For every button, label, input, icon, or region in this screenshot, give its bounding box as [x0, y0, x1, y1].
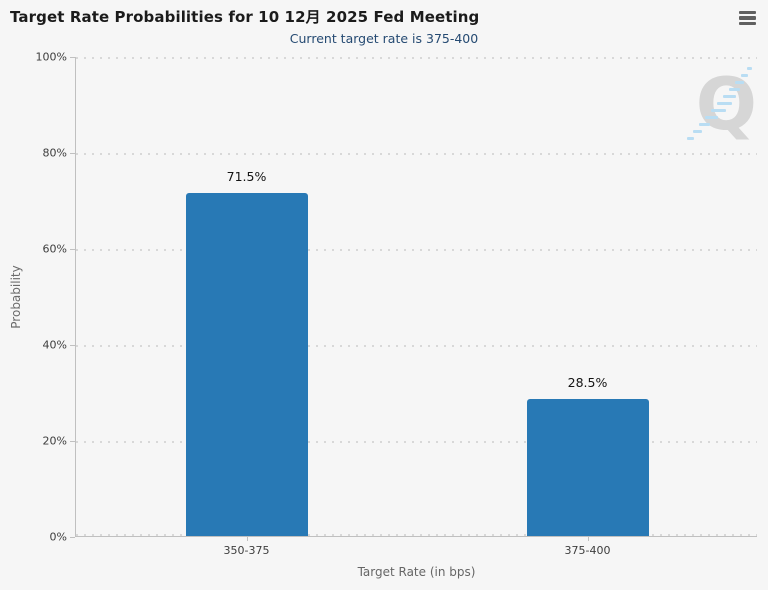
y-tick-mark: [70, 249, 75, 250]
x-category-label: 375-400: [564, 544, 611, 557]
y-tick-mark: [70, 153, 75, 154]
chart-title: Target Rate Probabilities for 10 12月 202…: [10, 8, 480, 26]
y-tick-mark: [70, 537, 75, 538]
y-gridline: [76, 57, 757, 59]
y-tick-mark: [70, 57, 75, 58]
bar-value-label: 71.5%: [226, 168, 267, 184]
y-tick-mark: [70, 441, 75, 442]
plot-area: 0% 20% 40% 60% 80% 100% 71.5% 350-375 28.5% 375-4…: [36, 51, 757, 579]
hamburger-icon: [738, 10, 756, 15]
y-tick-label: 80%: [42, 146, 67, 160]
probability-bar[interactable]: [526, 399, 649, 536]
hamburger-icon: [738, 16, 756, 20]
x-tick-mark: [246, 537, 248, 541]
y-gridline: [76, 153, 757, 155]
hamburger-icon: [738, 21, 756, 26]
y-tick-label: 100%: [35, 50, 67, 64]
y-gridline: [76, 249, 757, 251]
y-tick-label: 0%: [49, 530, 67, 544]
y-tick-label: 20%: [42, 434, 67, 448]
probability-bar[interactable]: [185, 192, 308, 536]
y-tick-label: 40%: [42, 338, 67, 352]
x-axis-title: Target Rate (in bps): [357, 565, 476, 579]
bar-value-label: 28.5%: [567, 375, 608, 391]
x-tick-mark: [587, 537, 589, 541]
y-gridline: [76, 345, 757, 347]
y-tick-label: 60%: [42, 242, 67, 256]
y-axis-title: Probability: [9, 265, 23, 329]
y-tick-mark: [70, 345, 75, 346]
x-category-label: 350-375: [223, 544, 270, 557]
chart-subtitle: Current target rate is 375-400: [289, 31, 479, 46]
chart-menu-button[interactable]: [735, 8, 759, 28]
y-gridline: [76, 534, 757, 536]
y-gridline: [76, 441, 757, 443]
